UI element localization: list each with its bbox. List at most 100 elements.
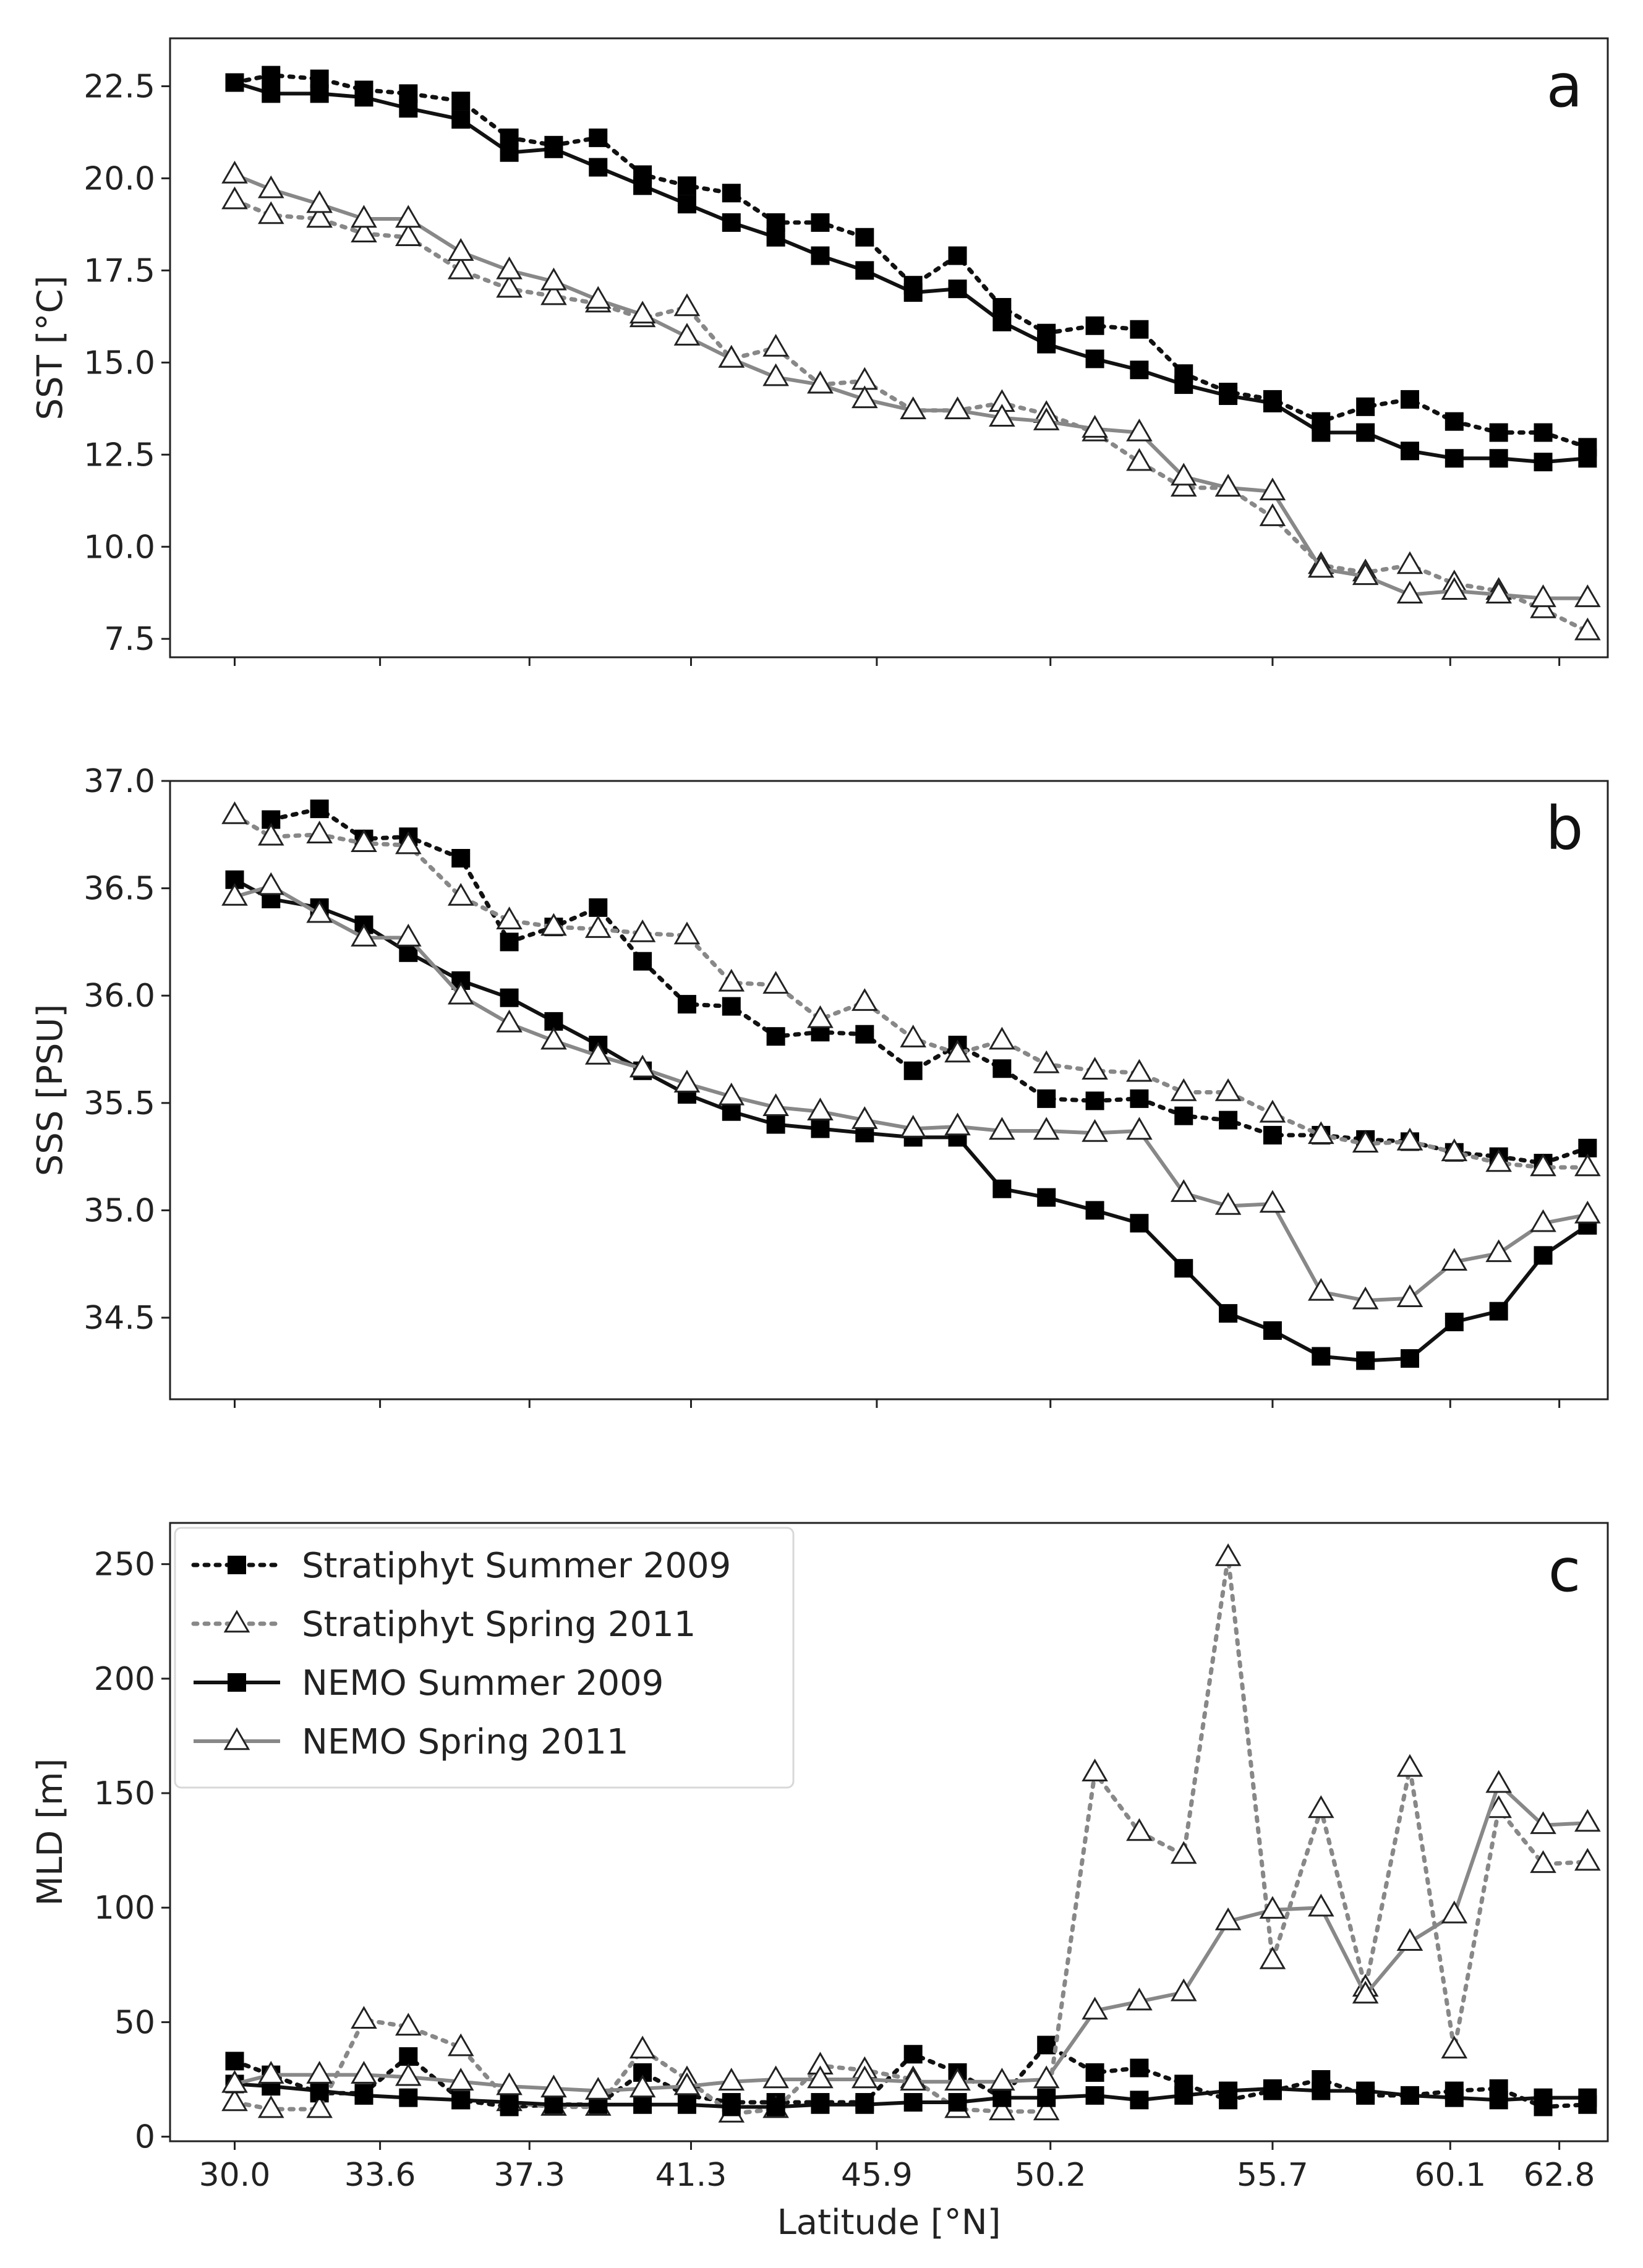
x-tick-label: 62.8 — [1524, 2157, 1595, 2194]
data-point — [1085, 1091, 1104, 1111]
data-point — [1396, 1284, 1423, 1308]
data-point — [1530, 1811, 1556, 1835]
data-point — [399, 943, 418, 962]
data-point — [447, 2033, 474, 2057]
data-point — [1578, 2088, 1597, 2107]
y-tick-label: 150 — [94, 1775, 155, 1812]
data-point — [1259, 503, 1286, 526]
data-point — [722, 997, 741, 1016]
x-tick-label: 55.7 — [1237, 2157, 1308, 2194]
data-point — [1219, 1304, 1238, 1323]
data-point — [221, 2070, 248, 2093]
data-point — [903, 2093, 923, 2112]
legend-label: NEMO Summer 2009 — [302, 1663, 664, 1703]
data-point — [992, 1179, 1012, 1198]
legend-label: NEMO Spring 2011 — [302, 1722, 629, 1762]
data-point — [1170, 1841, 1197, 1864]
y-axis-label: SST [°C] — [30, 276, 70, 420]
data-point — [722, 1102, 741, 1121]
data-point — [1441, 1248, 1468, 1271]
data-point — [807, 370, 834, 394]
data-point — [944, 1112, 971, 1136]
data-point — [1174, 1106, 1193, 1125]
data-point — [544, 2095, 563, 2114]
data-point — [1400, 441, 1419, 461]
data-point — [722, 184, 741, 203]
data-point — [762, 2065, 789, 2089]
data-point — [629, 919, 656, 942]
data-point — [225, 2052, 244, 2071]
data-point — [447, 882, 474, 906]
data-point — [855, 261, 874, 280]
data-point — [900, 396, 926, 420]
y-tick-label: 200 — [94, 1661, 155, 1698]
data-point — [496, 1009, 523, 1033]
data-point — [1126, 1818, 1153, 1841]
data-point — [447, 238, 474, 261]
data-point — [1263, 2079, 1282, 2098]
data-point — [1530, 1153, 1556, 1177]
data-point — [1170, 463, 1197, 486]
data-point — [399, 2047, 418, 2066]
data-point — [1082, 1997, 1108, 2020]
legend-marker — [228, 1556, 246, 1574]
data-point — [903, 283, 923, 302]
data-point — [1396, 1127, 1423, 1151]
data-point — [351, 923, 377, 947]
data-point — [1219, 1111, 1238, 1130]
y-tick-label: 35.5 — [83, 1085, 155, 1122]
data-point — [762, 333, 789, 357]
legend-label: Stratiphyt Spring 2011 — [302, 1605, 696, 1645]
data-point — [807, 1005, 834, 1028]
data-point — [766, 1027, 785, 1046]
data-point — [1082, 415, 1108, 438]
data-point — [447, 256, 474, 279]
series-stratiphyt-spring-2011 — [221, 801, 1601, 1177]
data-point — [948, 279, 967, 299]
data-point — [1445, 412, 1464, 431]
data-point — [1530, 584, 1556, 607]
data-point — [1312, 1347, 1331, 1366]
data-point — [1396, 581, 1423, 603]
data-point — [451, 2091, 471, 2110]
data-point — [1312, 2081, 1331, 2100]
x-tick-label: 33.6 — [344, 2157, 416, 2194]
data-point — [944, 2068, 971, 2091]
data-point — [399, 99, 418, 118]
data-point — [584, 286, 612, 309]
data-point — [540, 2074, 567, 2098]
data-point — [1130, 360, 1149, 380]
data-point — [351, 2061, 377, 2084]
series-nemo-summer-2009 — [225, 2074, 1597, 2117]
data-point — [351, 2006, 377, 2029]
data-point — [306, 900, 333, 923]
data-point — [855, 2095, 874, 2114]
data-point — [807, 1098, 834, 1120]
y-tick-label: 20.0 — [83, 160, 155, 197]
data-point — [989, 1117, 1015, 1140]
data-point — [257, 201, 284, 224]
legend-entry-nemo-spring-2011: NEMO Spring 2011 — [194, 1722, 629, 1762]
data-point — [1534, 2088, 1553, 2107]
y-tick-label: 100 — [94, 1890, 155, 1927]
data-point — [762, 1093, 789, 1117]
x-axis-label: Latitude [°N] — [777, 2202, 1001, 2243]
data-point — [496, 275, 523, 298]
data-point — [1130, 2058, 1149, 2078]
data-point — [1396, 1928, 1423, 1951]
data-point — [540, 282, 567, 305]
data-point — [992, 1059, 1012, 1078]
data-point — [722, 2097, 741, 2117]
data-point — [540, 1026, 567, 1050]
data-point — [1126, 1987, 1153, 2011]
data-point — [1259, 1099, 1286, 1123]
data-point — [395, 923, 422, 947]
data-point — [1574, 617, 1601, 641]
data-point — [633, 952, 652, 971]
data-point — [399, 2088, 418, 2107]
data-point — [629, 2036, 656, 2059]
data-point — [903, 1061, 923, 1080]
data-point — [1396, 1754, 1423, 1777]
data-point — [1574, 1153, 1601, 1177]
data-point — [351, 205, 377, 228]
